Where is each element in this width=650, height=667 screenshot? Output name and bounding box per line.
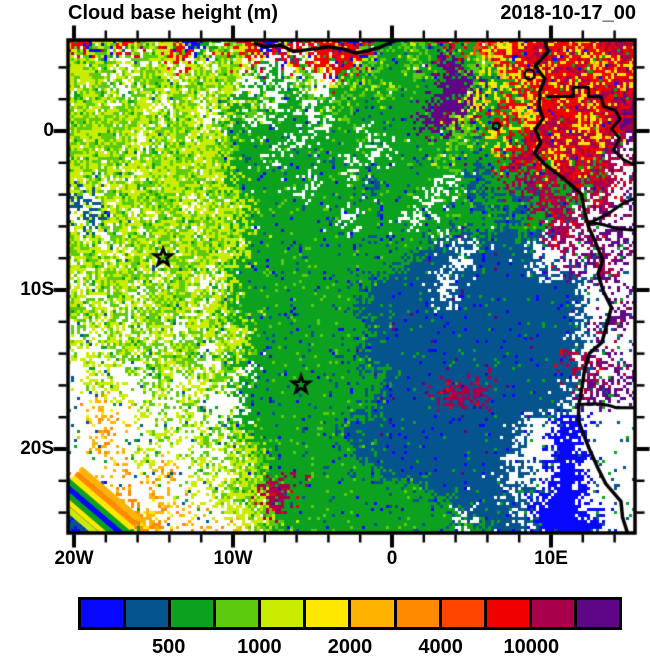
colorbar-cell: [441, 600, 487, 627]
colorbar-cell: [576, 600, 619, 627]
y-tick-label-0: 0: [43, 120, 54, 141]
colorbar-cell: [531, 600, 577, 627]
colorbar-cell: [396, 600, 442, 627]
x-tick-label-20w: 20W: [54, 548, 94, 569]
x-tick-label-10w: 10W: [213, 548, 253, 569]
y-tick-label-20s: 20S: [20, 438, 54, 459]
colorbar-cell: [486, 600, 532, 627]
colorbar-tick-4000: 4000: [418, 636, 463, 658]
x-tick-label-10e: 10E: [534, 548, 568, 569]
colorbar-cell: [216, 600, 262, 627]
colorbar-cell: [261, 600, 307, 627]
colorbar-tick-1000: 1000: [237, 636, 282, 658]
colorbar-tick-500: 500: [151, 636, 186, 658]
colorbar-tick-2000: 2000: [327, 636, 373, 658]
colorbar-cell: [81, 600, 127, 627]
colorbar-cell: [306, 600, 352, 627]
map-canvas: [0, 0, 650, 585]
colorbar-cell: [351, 600, 397, 627]
colorbar: [78, 597, 622, 630]
y-tick-label-10s: 10S: [20, 279, 54, 300]
colorbar-cell: [126, 600, 172, 627]
colorbar-cell: [171, 600, 217, 627]
colorbar-tick-10000: 10000: [503, 636, 560, 658]
x-tick-label-0: 0: [386, 548, 398, 569]
